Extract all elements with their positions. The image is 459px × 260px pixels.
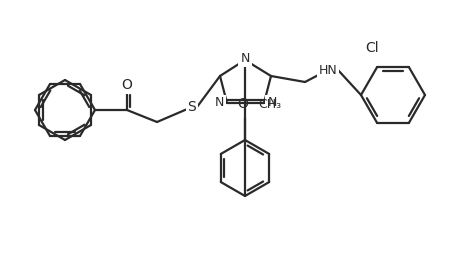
- Text: O: O: [237, 97, 248, 111]
- Text: N: N: [267, 96, 276, 109]
- Text: N: N: [240, 53, 249, 66]
- Text: O: O: [121, 78, 132, 92]
- Text: Cl: Cl: [364, 41, 378, 55]
- Text: S: S: [187, 100, 196, 114]
- Text: N: N: [214, 96, 223, 109]
- Text: CH₃: CH₃: [257, 98, 280, 111]
- Text: HN: HN: [318, 63, 336, 76]
